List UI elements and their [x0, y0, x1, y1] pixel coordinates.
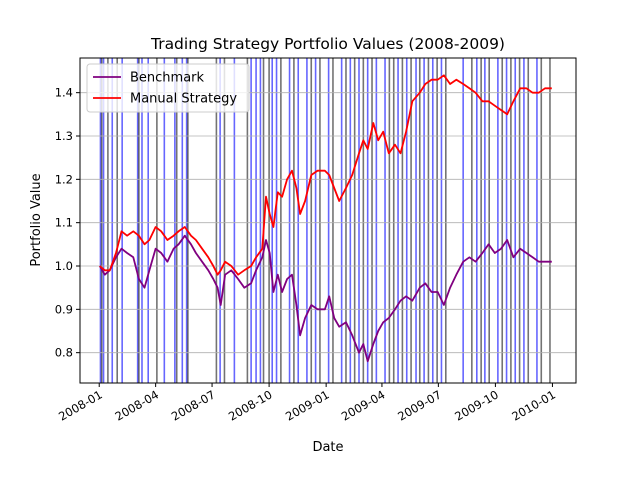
y-axis-label: Portfolio Value	[29, 173, 44, 266]
legend-label: Benchmark	[130, 71, 205, 86]
legend-box	[86, 63, 250, 113]
chart-title: Trading Strategy Portfolio Values (2008-…	[150, 35, 505, 53]
y-axis: 0.8 0.9 1.0 1.1 1.2 1.3 1.4	[55, 86, 80, 360]
y-tick-label: 1.1	[55, 216, 73, 230]
series-line-benchmark	[99, 234, 552, 363]
y-tick-label: 1.3	[55, 129, 73, 143]
x-axis-label: Date	[312, 440, 343, 455]
legend-label: Manual Strategy	[130, 92, 237, 107]
y-tick-label: 1.2	[55, 172, 73, 186]
series-lines	[99, 74, 552, 363]
y-tick-label: 0.9	[55, 302, 73, 316]
grid-lines	[80, 92, 576, 354]
y-tick-label: 1.0	[55, 259, 73, 273]
y-tick-label: 1.4	[55, 86, 73, 100]
series-line-manual-strategy	[99, 74, 552, 276]
plot-frame	[79, 57, 577, 384]
y-tick-label: 0.8	[55, 346, 73, 360]
legend: Benchmark Manual Strategy	[86, 63, 250, 113]
